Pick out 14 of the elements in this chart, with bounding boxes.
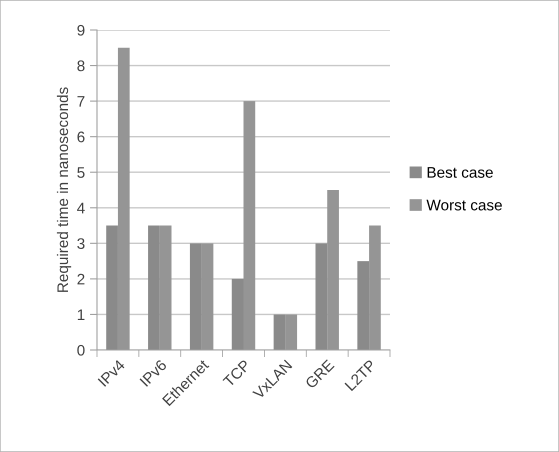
y-tick-label: 0 [77, 344, 85, 356]
y-tick-label: 5 [77, 167, 85, 178]
y-tick-label: 3 [77, 238, 85, 250]
legend-label: Best case [428, 167, 493, 178]
y-axis-title: Required time in nanoseconds [56, 87, 72, 292]
y-tick-label: 6 [77, 132, 85, 142]
legend-label: Worst case [426, 200, 502, 210]
y-tick-label: 1 [78, 309, 84, 320]
y-tick-label: 9 [77, 24, 84, 36]
y-tick-label: 7 [77, 96, 84, 107]
y-tick-label: 2 [77, 274, 84, 284]
y-tick-label: 8 [77, 60, 85, 72]
x-tick-label: TCP [222, 359, 251, 388]
y-tick-label: 4 [77, 202, 85, 214]
